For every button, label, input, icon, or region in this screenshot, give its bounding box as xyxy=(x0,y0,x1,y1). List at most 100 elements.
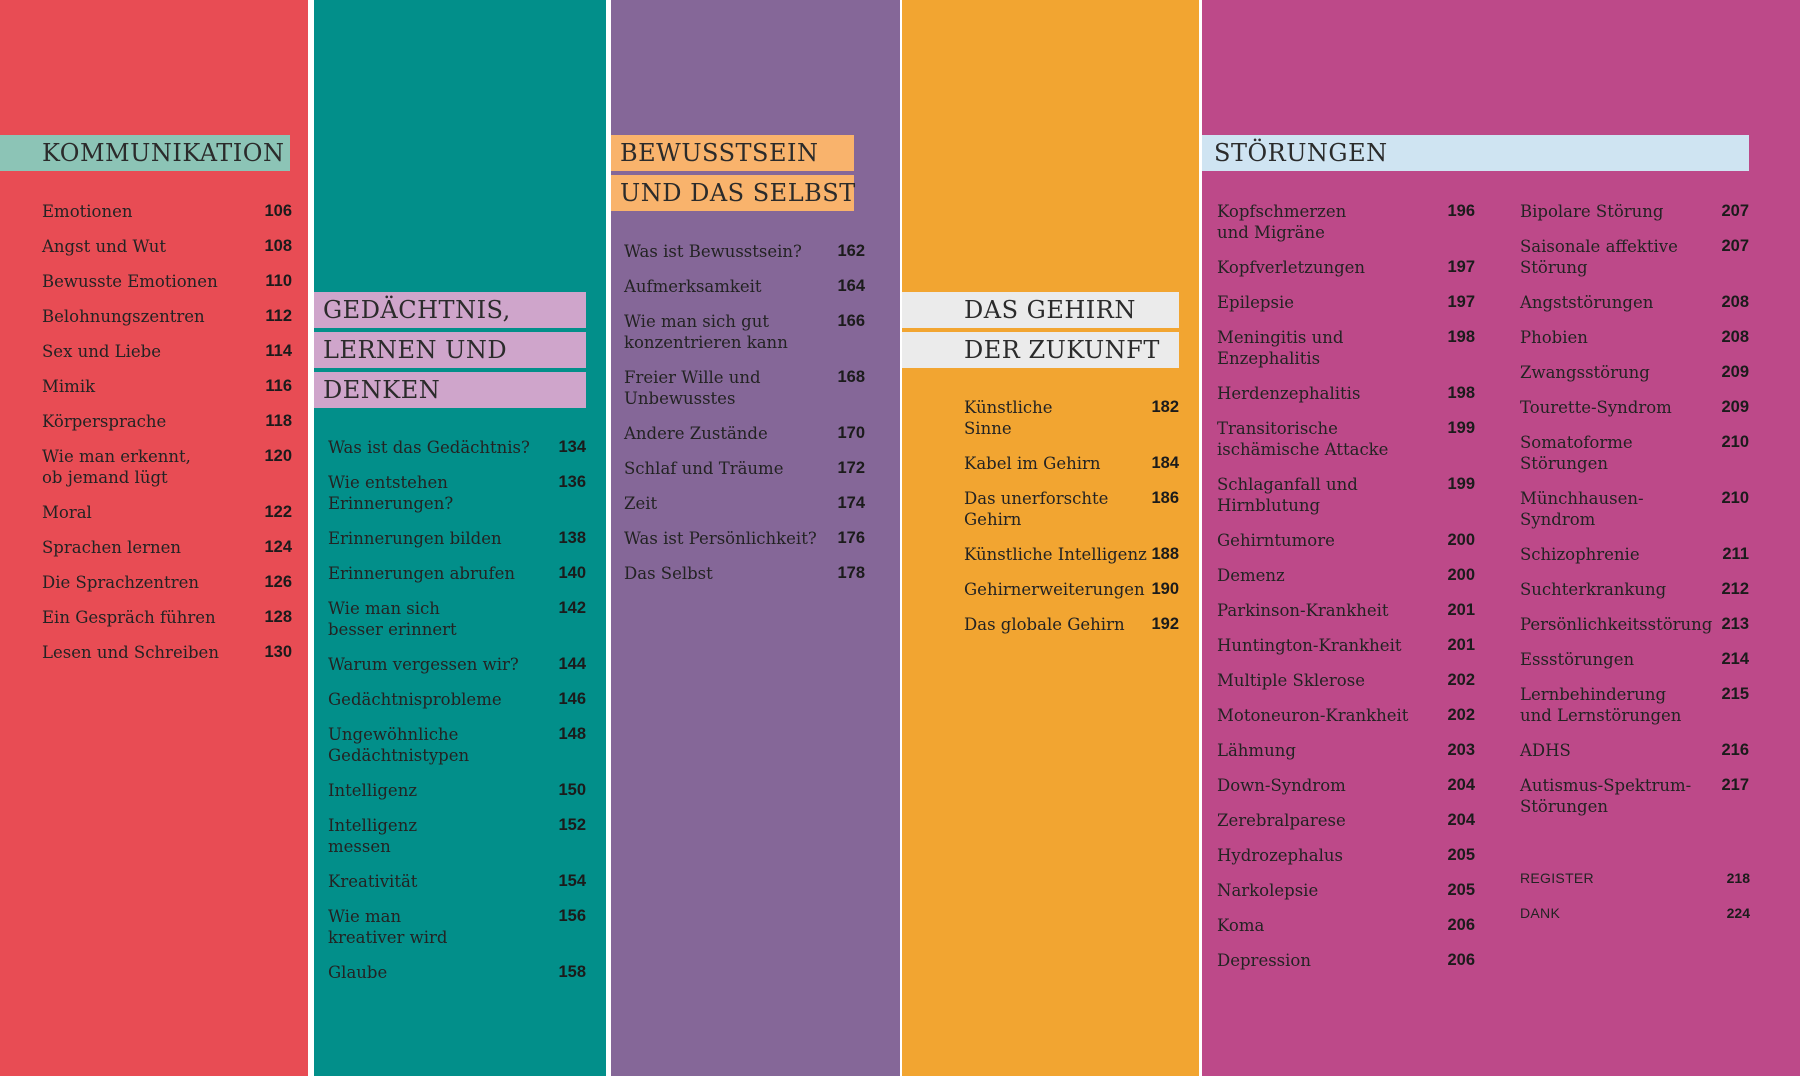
toc-entry-page-number: 218 xyxy=(1726,870,1750,886)
section-title-line-2: LERNEN UND xyxy=(314,332,586,368)
toc-entry-title: Persönlichkeitsstörung xyxy=(1520,615,1713,634)
toc-entry-title: Huntington-Krankheit xyxy=(1217,636,1402,655)
toc-entry-title: Kopfverletzungen xyxy=(1217,258,1366,277)
toc-entry-page-number: 217 xyxy=(1721,776,1749,794)
toc-entry-page-number: 176 xyxy=(837,529,865,547)
toc-entry-page-number: 205 xyxy=(1447,881,1475,899)
section-stoerungen: STÖRUNGEN Kopfschmerzen und Migräne 196 Ko… xyxy=(1202,0,1800,1076)
toc-entry-title: Autismus-Spektrum- Störungen xyxy=(1520,776,1692,816)
toc-entry-page-number: 197 xyxy=(1447,258,1475,276)
toc-entry-page-number: 196 xyxy=(1447,202,1475,220)
toc-entry-title: Schlaf und Träume xyxy=(624,459,784,478)
toc-entry-title: Mimik xyxy=(42,377,96,396)
toc-entry-title: Saisonale affektive Störung xyxy=(1520,237,1678,277)
toc-entry-page-number: 116 xyxy=(265,377,292,395)
toc-entry-title: ADHS xyxy=(1520,741,1571,760)
toc-entry-page-number: 214 xyxy=(1721,650,1749,668)
toc-entry-page-number: 156 xyxy=(558,907,586,925)
toc-entry-title: Wie man sich gut konzentrieren kann xyxy=(624,312,788,352)
toc-entry-title: Künstliche Sinne xyxy=(964,398,1053,438)
toc-entry-page-number: 202 xyxy=(1447,671,1475,689)
toc-entry-page-number: 210 xyxy=(1721,489,1749,507)
toc-entry-title: Down-Syndrom xyxy=(1217,776,1346,795)
toc-entry-page-number: 144 xyxy=(558,655,586,673)
toc-entry-page-number: 172 xyxy=(837,459,865,477)
toc-entry-title: DANK xyxy=(1520,905,1561,921)
toc-entry-title: Wie man sich besser erinnert xyxy=(328,599,457,639)
toc-entry-title: Hydrozephalus xyxy=(1217,846,1343,865)
toc-entry-page-number: 192 xyxy=(1151,615,1179,633)
toc-entry-title: Was ist Bewusstsein? xyxy=(624,242,802,261)
toc-entry-page-number: 154 xyxy=(558,872,586,890)
toc-entry-title: Das unerforschte Gehirn xyxy=(964,489,1109,529)
toc-entry-page-number: 206 xyxy=(1447,916,1475,934)
section-title-stoerungen: STÖRUNGEN xyxy=(1202,135,1749,171)
toc-entry-title: Demenz xyxy=(1217,566,1285,585)
toc-entry-page-number: 188 xyxy=(1151,545,1179,563)
toc-entry-title: Suchterkrankung xyxy=(1520,580,1667,599)
toc-entry-title: Transitorische ischämische Attacke xyxy=(1217,419,1389,459)
toc-entry-page-number: 120 xyxy=(264,447,292,465)
toc-entry-page-number: 178 xyxy=(837,564,865,582)
toc-entry-title: Das globale Gehirn xyxy=(964,615,1125,634)
toc-entry-page-number: 182 xyxy=(1151,398,1179,416)
toc-entry-title: Wie entstehen Erinnerungen? xyxy=(328,473,454,513)
toc-entry-title: Essstörungen xyxy=(1520,650,1635,669)
toc-entry-page-number: 203 xyxy=(1447,741,1475,759)
toc-entry-title: Angst und Wut xyxy=(42,237,167,256)
toc-entry-title: Andere Zustände xyxy=(624,424,768,443)
toc-entry-title: Gehirnerweiterungen xyxy=(964,580,1145,599)
toc-entry-page-number: 168 xyxy=(837,368,865,386)
toc-entry-title: Schizophrenie xyxy=(1520,545,1640,564)
toc-entry-title: Gehirntumore xyxy=(1217,531,1335,550)
toc-entry-title: Emotionen xyxy=(42,202,133,221)
toc-entry-page-number: 164 xyxy=(837,277,865,295)
toc-entry-title: Bipolare Störung xyxy=(1520,202,1664,221)
toc-entry-page-number: 200 xyxy=(1447,566,1475,584)
toc-entry-page-number: 200 xyxy=(1447,531,1475,549)
toc-entry-page-number: 211 xyxy=(1722,545,1749,563)
toc-entry-title: Kabel im Gehirn xyxy=(964,454,1101,473)
toc-entry-page-number: 213 xyxy=(1721,615,1749,633)
toc-entry-page-number: 108 xyxy=(264,237,292,255)
toc-entry-title: Was ist das Gedächtnis? xyxy=(328,438,530,457)
toc-entry-title: Depression xyxy=(1217,951,1311,970)
toc-entry-page-number: 162 xyxy=(837,242,865,260)
toc-entry-title: Belohnungszentren xyxy=(42,307,205,326)
toc-entry-title: Multiple Sklerose xyxy=(1217,671,1365,690)
toc-entry-title: Epilepsie xyxy=(1217,293,1294,312)
toc-entry-page-number: 106 xyxy=(264,202,292,220)
toc-entry-page-number: 134 xyxy=(558,438,586,456)
toc-entry-page-number: 124 xyxy=(264,538,292,556)
toc-entry-page-number: 212 xyxy=(1721,580,1749,598)
toc-entry-title: Koma xyxy=(1217,916,1265,935)
toc-entry-page-number: 199 xyxy=(1447,475,1475,493)
toc-entry-page-number: 138 xyxy=(558,529,586,547)
toc-entry-title: Sex und Liebe xyxy=(42,342,162,361)
section-title-line-3: DENKEN xyxy=(314,372,586,408)
section-gedaechtnis: GEDÄCHTNIS, LERNEN UND DENKEN Was ist da… xyxy=(314,0,606,1076)
section-title-line-1: GEDÄCHTNIS, xyxy=(314,292,586,328)
toc-entry-title: Körpersprache xyxy=(42,412,167,431)
toc-entry-title: Warum vergessen wir? xyxy=(328,655,519,674)
toc-entry-page-number: 199 xyxy=(1447,419,1475,437)
toc-entry-page-number: 118 xyxy=(265,412,292,430)
toc-entry-page-number: 114 xyxy=(265,342,292,360)
toc-entry-page-number: 136 xyxy=(558,473,586,491)
toc-entry-page-number: 174 xyxy=(837,494,865,512)
toc-entry-title: Lähmung xyxy=(1217,741,1296,760)
toc-entry-page-number: 205 xyxy=(1447,846,1475,864)
toc-entry-title: Meningitis und Enzephalitis xyxy=(1217,328,1344,368)
toc-entry-title: Zeit xyxy=(624,494,658,513)
toc-entry-title: Angststörungen xyxy=(1520,293,1654,312)
toc-entry-page-number: 148 xyxy=(558,725,586,743)
toc-entry-page-number: 122 xyxy=(264,503,292,521)
toc-entry-page-number: 150 xyxy=(558,781,586,799)
toc-entry-page-number: 128 xyxy=(264,608,292,626)
toc-entry-page-number: 210 xyxy=(1721,433,1749,451)
toc-entry-page-number: 207 xyxy=(1721,202,1749,220)
toc-entry-page-number: 209 xyxy=(1721,398,1749,416)
toc-entry-page-number: 224 xyxy=(1726,905,1750,921)
toc-entry-page-number: 112 xyxy=(265,307,292,325)
toc-entry-title: Ungewöhnliche Gedächtnistypen xyxy=(328,725,470,765)
